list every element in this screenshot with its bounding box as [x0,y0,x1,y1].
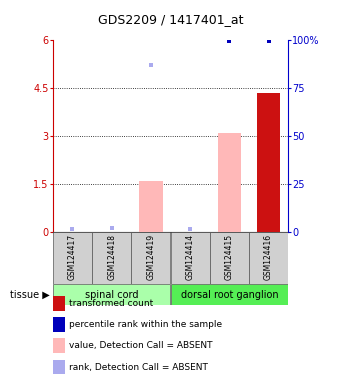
Text: GSM124416: GSM124416 [264,234,273,280]
Bar [92,232,131,284]
Point [70,227,75,233]
Bar [257,93,280,232]
Text: value, Detection Call = ABSENT: value, Detection Call = ABSENT [69,341,213,350]
Point [109,225,114,231]
Point [266,38,271,44]
Text: percentile rank within the sample: percentile rank within the sample [69,320,222,329]
Text: transformed count: transformed count [69,299,153,308]
Bar [249,232,288,284]
Text: GDS2209 / 1417401_at: GDS2209 / 1417401_at [98,13,243,26]
Text: GSM124415: GSM124415 [225,234,234,280]
Point [187,227,193,233]
Point [148,62,153,68]
Text: dorsal root ganglion: dorsal root ganglion [180,290,278,300]
Bar [218,133,241,232]
Bar [210,232,249,284]
Text: tissue ▶: tissue ▶ [10,290,49,300]
Bar [139,181,163,232]
Text: GSM124419: GSM124419 [146,234,155,280]
Point [226,38,232,44]
Bar [131,232,170,284]
Text: GSM124418: GSM124418 [107,234,116,280]
Text: GSM124414: GSM124414 [186,234,195,280]
Bar [170,232,210,284]
Text: GSM124417: GSM124417 [68,234,77,280]
Text: spinal cord: spinal cord [85,290,138,300]
Bar [53,284,170,305]
Text: rank, Detection Call = ABSENT: rank, Detection Call = ABSENT [69,362,208,371]
Bar [53,232,92,284]
Bar [170,284,288,305]
